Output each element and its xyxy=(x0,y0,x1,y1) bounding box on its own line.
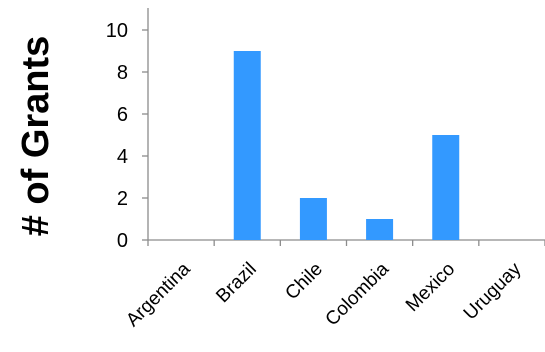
bar-colombia xyxy=(366,219,394,240)
bar-mexico xyxy=(432,135,460,240)
bar-brazil xyxy=(233,51,261,240)
x-tick-label: Mexico xyxy=(402,259,459,316)
y-tick-label: 6 xyxy=(117,104,128,126)
y-tick-label: 4 xyxy=(117,146,128,168)
y-axis-title: # of Grants xyxy=(15,36,57,237)
bars xyxy=(233,51,460,240)
bar-chile xyxy=(299,198,327,240)
x-tick-label: Colombia xyxy=(322,258,394,330)
y-tick-label: 8 xyxy=(117,62,128,84)
y-tick-label: 0 xyxy=(117,230,128,252)
x-tick-label: Uruguay xyxy=(460,258,526,324)
y-tick-labels: 0 2 4 6 8 10 xyxy=(106,20,128,252)
x-tick-label: Chile xyxy=(281,259,326,304)
x-tick-label: Brazil xyxy=(212,259,260,307)
axes xyxy=(142,8,545,246)
y-tick-label: 2 xyxy=(117,188,128,210)
x-tick-label: Argentina xyxy=(122,258,195,331)
y-tick-label: 10 xyxy=(106,20,128,42)
